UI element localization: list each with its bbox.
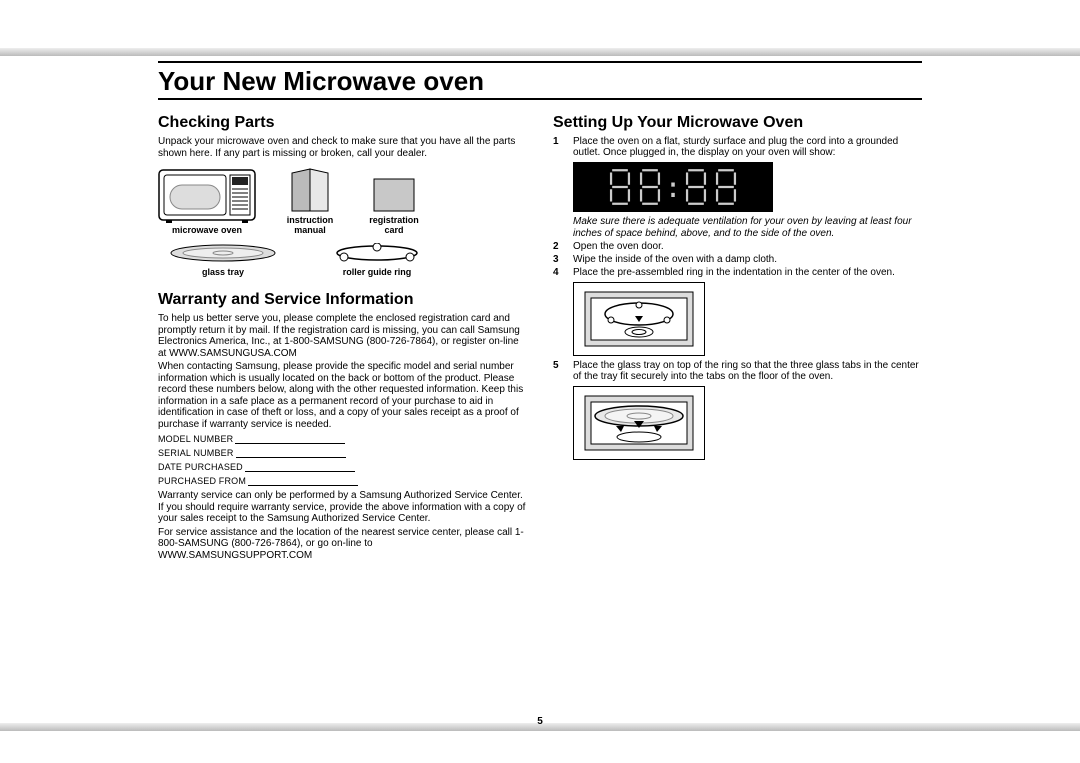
form-date: DATE PURCHASED <box>158 462 527 472</box>
part-tray-label: glass tray <box>202 267 244 277</box>
step-4-text: Place the pre-assembled ring in the inde… <box>573 267 895 278</box>
page-number: 5 <box>537 716 543 727</box>
form-from: PURCHASED FROM <box>158 476 527 486</box>
part-ring-label: roller guide ring <box>343 267 412 277</box>
step-4: 4 Place the pre-assembled ring in the in… <box>553 267 922 278</box>
display-colon: : <box>665 171 682 204</box>
step-5-text: Place the glass tray on top of the ring … <box>573 360 922 382</box>
step-2-num: 2 <box>553 241 565 252</box>
form-from-label: PURCHASED FROM <box>158 476 246 486</box>
step-1-text: Place the oven on a flat, sturdy surface… <box>573 136 922 158</box>
step-3-num: 3 <box>553 254 565 265</box>
oven-display: : <box>573 162 773 212</box>
tray-placement-diagram <box>573 386 705 460</box>
part-microwave-label: microwave oven <box>172 225 242 235</box>
part-manual: instruction manual <box>280 167 340 235</box>
parts-row-2: glass tray roller guide ring <box>168 243 527 277</box>
step-3-text: Wipe the inside of the oven with a damp … <box>573 254 777 265</box>
rule-under-title <box>158 98 922 100</box>
microwave-icon <box>158 167 256 225</box>
warranty-p1: To help us better serve you, please comp… <box>158 313 527 359</box>
manual-icon <box>288 167 332 215</box>
step-5: 5 Place the glass tray on top of the rin… <box>553 360 922 382</box>
warranty-heading: Warranty and Service Information <box>158 291 527 309</box>
ring-diagram-icon <box>579 286 699 352</box>
digit-segment-icon <box>638 168 662 206</box>
form-model-label: MODEL NUMBER <box>158 434 233 444</box>
card-icon <box>372 177 416 215</box>
digit-segment-icon <box>714 168 738 206</box>
glass-tray-icon <box>168 243 278 267</box>
step-1-num: 1 <box>553 136 565 158</box>
setup-steps: 1 Place the oven on a flat, sturdy surfa… <box>553 136 922 460</box>
digit-segment-icon <box>684 168 708 206</box>
checking-parts-intro: Unpack your microwave oven and check to … <box>158 136 527 159</box>
tray-diagram-icon <box>579 390 699 456</box>
step-2: 2 Open the oven door. <box>553 241 922 252</box>
content-columns: Checking Parts Unpack your microwave ove… <box>158 108 922 563</box>
checking-parts-heading: Checking Parts <box>158 114 527 132</box>
rule-top <box>158 61 922 63</box>
step-4-num: 4 <box>553 267 565 278</box>
form-model: MODEL NUMBER <box>158 434 527 444</box>
roller-ring-icon <box>332 243 422 267</box>
right-column: Setting Up Your Microwave Oven 1 Place t… <box>553 108 922 563</box>
ventilation-note: Make sure there is adequate ventilation … <box>573 216 922 239</box>
part-roller-ring: roller guide ring <box>332 243 422 277</box>
part-glass-tray: glass tray <box>168 243 278 277</box>
setup-heading: Setting Up Your Microwave Oven <box>553 114 922 132</box>
part-card: registration card <box>364 177 424 235</box>
step-2-text: Open the oven door. <box>573 241 664 252</box>
ring-placement-diagram <box>573 282 705 356</box>
part-microwave: microwave oven <box>158 167 256 235</box>
form-date-label: DATE PURCHASED <box>158 462 243 472</box>
step-1: 1 Place the oven on a flat, sturdy surfa… <box>553 136 922 158</box>
step-3: 3 Wipe the inside of the oven with a dam… <box>553 254 922 265</box>
top-gradient <box>0 48 1080 56</box>
warranty-p2: When contacting Samsung, please provide … <box>158 361 527 430</box>
warranty-p3: Warranty service can only be performed b… <box>158 490 527 525</box>
form-serial: SERIAL NUMBER <box>158 448 527 458</box>
warranty-p4: For service assistance and the location … <box>158 527 527 562</box>
step-5-num: 5 <box>553 360 565 382</box>
part-card-label: registration card <box>364 215 424 235</box>
part-manual-label: instruction manual <box>280 215 340 235</box>
left-column: Checking Parts Unpack your microwave ove… <box>158 108 527 563</box>
digit-segment-icon <box>608 168 632 206</box>
form-serial-label: SERIAL NUMBER <box>158 448 234 458</box>
page-title: Your New Microwave oven <box>158 66 484 97</box>
parts-row-1: microwave oven instruction manual regist… <box>158 167 527 235</box>
